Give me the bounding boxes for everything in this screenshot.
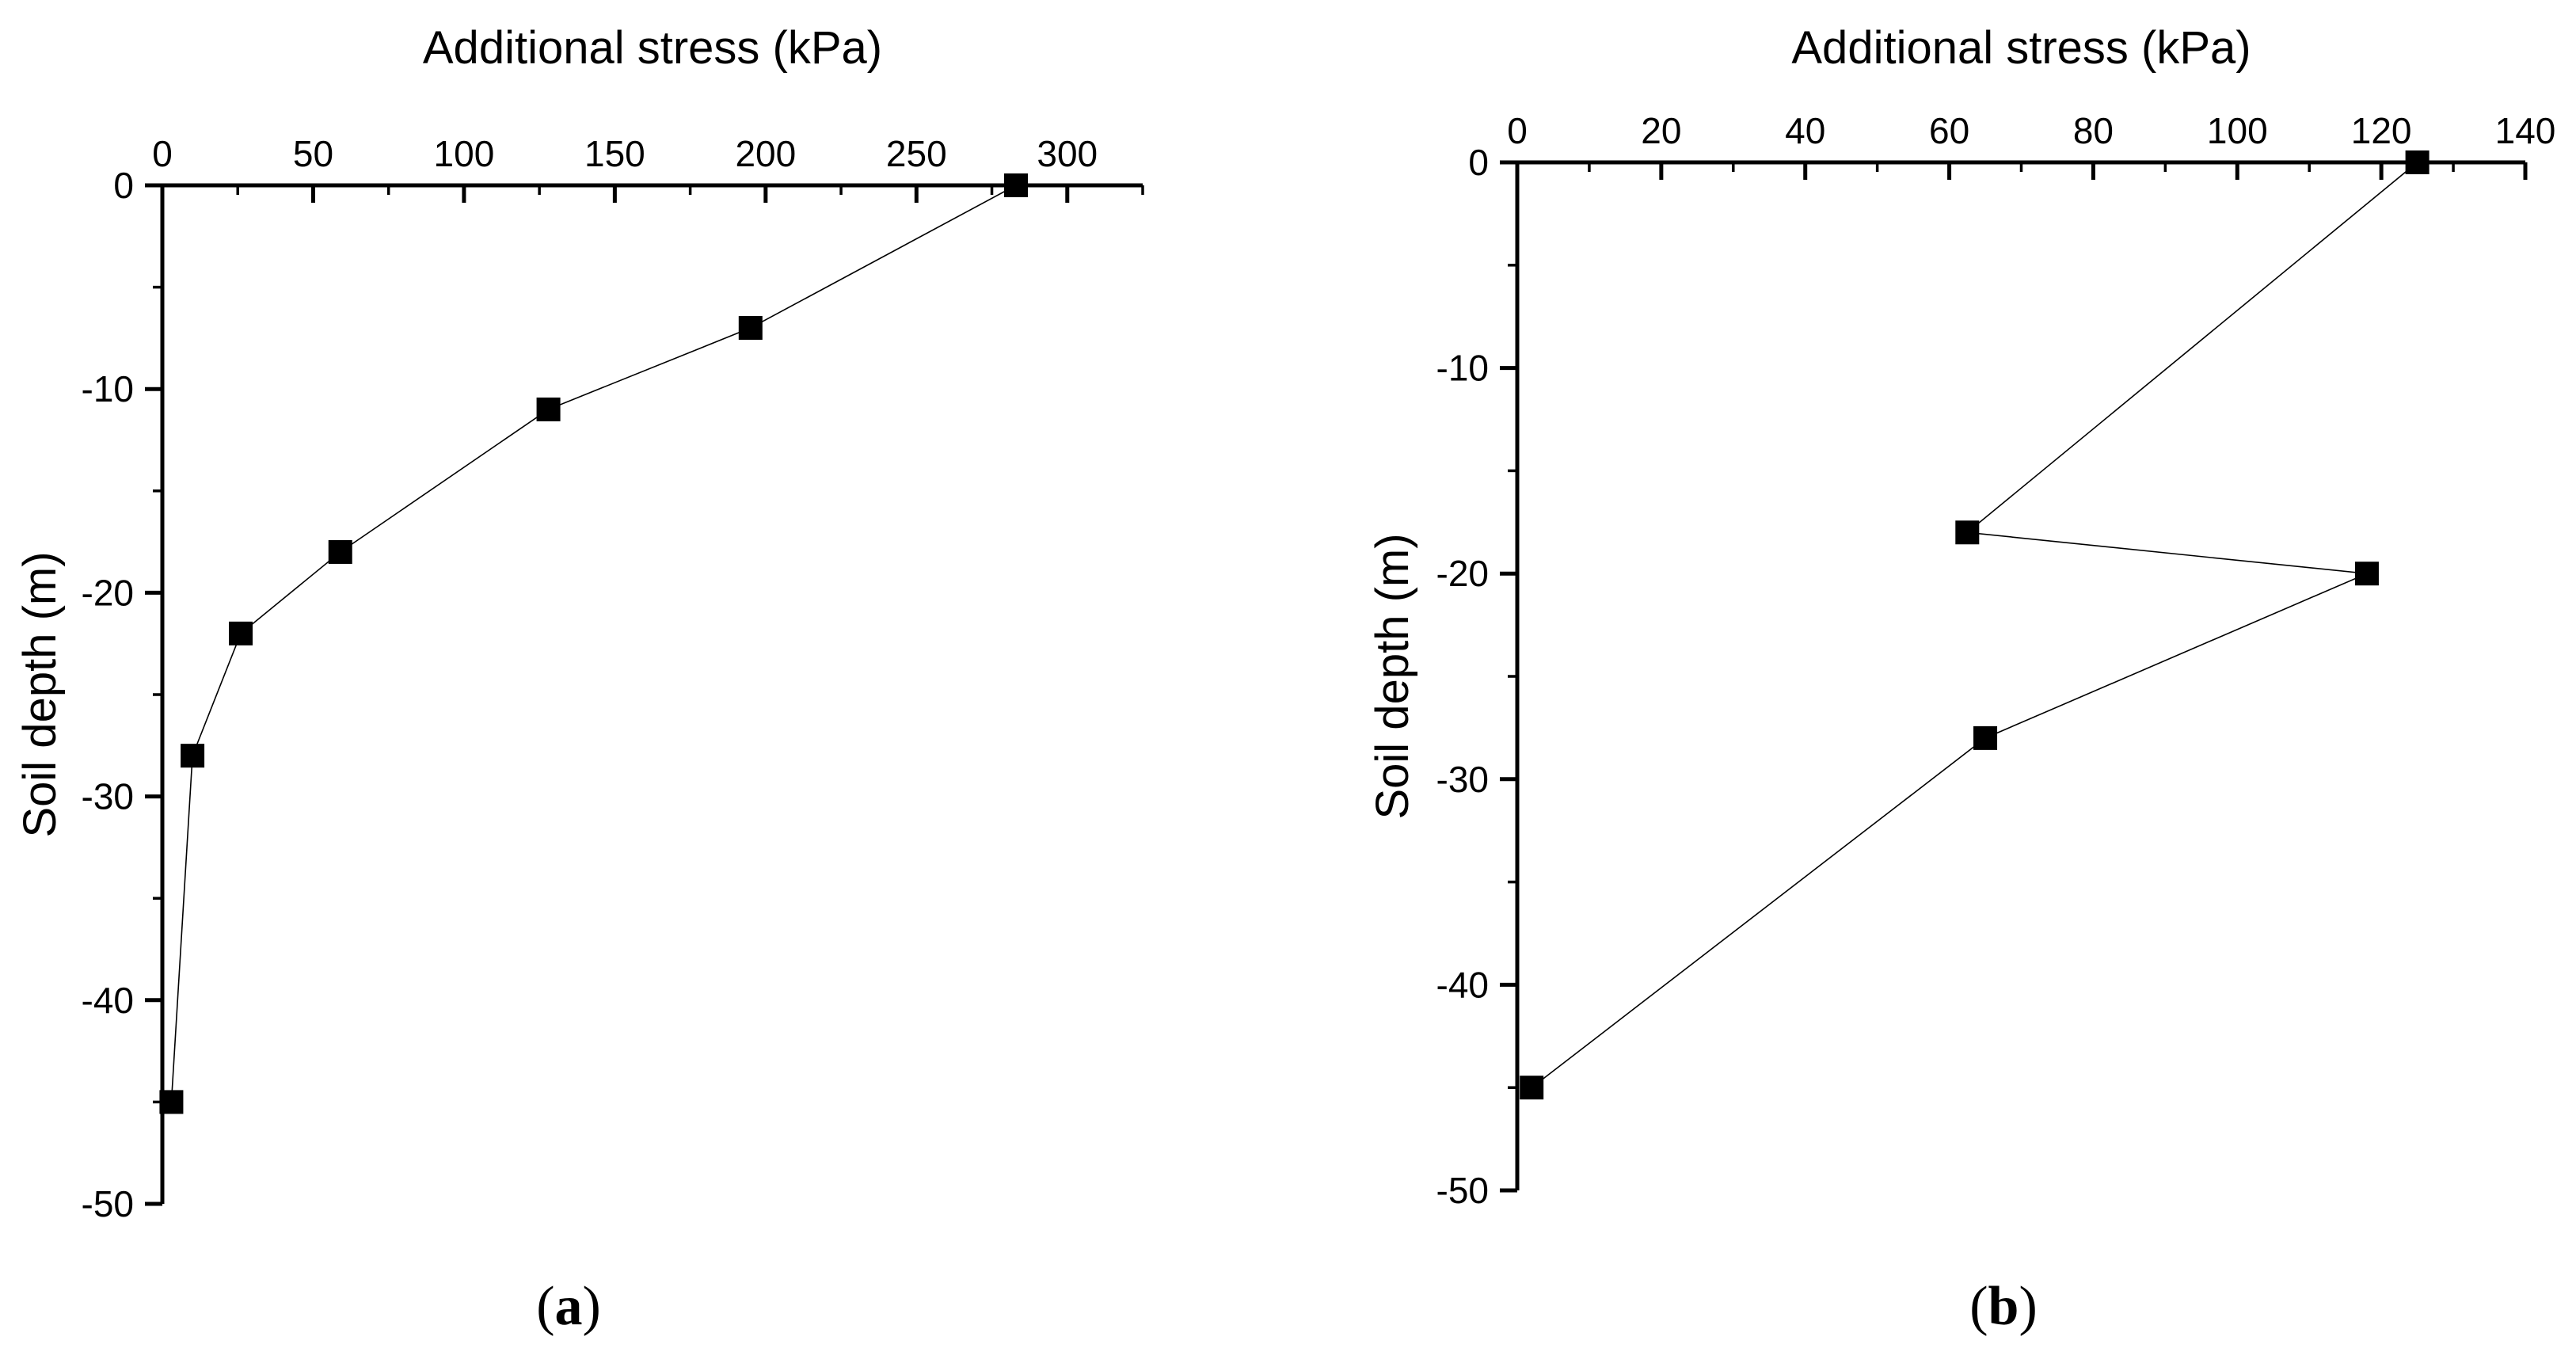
x-tick-label: 140 <box>2495 110 2556 151</box>
data-point-marker <box>2405 150 2430 174</box>
y-tick-label: -50 <box>82 1183 134 1224</box>
panel-label: (b) <box>1969 1276 2038 1337</box>
y-tick-label: -20 <box>1436 553 1489 594</box>
data-point-marker <box>328 539 352 564</box>
data-point-marker <box>2354 562 2379 586</box>
data-point-marker <box>536 397 561 421</box>
x-tick-label: 50 <box>293 133 333 174</box>
data-point-marker <box>1520 1076 1544 1100</box>
y-tick-label: -30 <box>1436 759 1489 800</box>
x-tick-label: 0 <box>1507 110 1528 151</box>
y-tick-label: -10 <box>1436 348 1489 389</box>
x-axis-title: Additional stress (kPa) <box>423 22 882 74</box>
data-point-marker <box>181 744 205 768</box>
x-tick-label: 300 <box>1037 133 1098 174</box>
panel-label-letter: b <box>1988 1276 2019 1337</box>
x-tick-label: 80 <box>2073 110 2114 151</box>
y-tick-label: -20 <box>82 572 134 613</box>
y-axis-title: Soil depth (m) <box>14 551 66 837</box>
x-tick-label: 250 <box>886 133 947 174</box>
panel-label-letter: a <box>555 1276 583 1337</box>
chart-panel-b: 0 20 40 60 80 100 120 140 0 -10 -20 -30 -40 -50 Additi… <box>1367 22 2555 1337</box>
data-point-marker <box>159 1090 184 1114</box>
data-point-marker <box>1955 520 1980 545</box>
y-tick-label: 0 <box>113 165 134 206</box>
x-axis-title: Additional stress (kPa) <box>1791 22 2251 74</box>
y-tick-label: 0 <box>1468 142 1489 183</box>
x-tick-label: 100 <box>2207 110 2268 151</box>
chart-panel-a: 0 50 100 150 200 250 300 0 -10 -20 -30 -40 -50 Additi… <box>14 22 1144 1337</box>
y-tick-label: -30 <box>82 776 134 817</box>
x-tick-label: 100 <box>434 133 495 174</box>
y-tick-label: -10 <box>82 368 134 409</box>
data-point-marker <box>738 316 763 341</box>
x-tick-label: 0 <box>152 133 173 174</box>
x-tick-label: 20 <box>1641 110 1681 151</box>
series-line <box>170 185 1017 1102</box>
y-axis-title: Soil depth (m) <box>1367 533 1418 819</box>
panel-label: (a) <box>536 1276 601 1337</box>
x-tick-label: 60 <box>1929 110 1969 151</box>
data-point-marker <box>229 621 253 645</box>
y-tick-label: -40 <box>1436 964 1489 1005</box>
y-tick-label: -50 <box>1436 1170 1489 1211</box>
x-tick-label: 200 <box>735 133 796 174</box>
x-tick-label: 120 <box>2351 110 2412 151</box>
data-point-marker <box>1973 725 1998 750</box>
x-tick-label: 150 <box>584 133 645 174</box>
data-point-marker <box>1004 173 1029 197</box>
x-tick-label: 40 <box>1785 110 1825 151</box>
y-tick-label: -40 <box>82 980 134 1021</box>
series-line <box>1531 162 2418 1088</box>
